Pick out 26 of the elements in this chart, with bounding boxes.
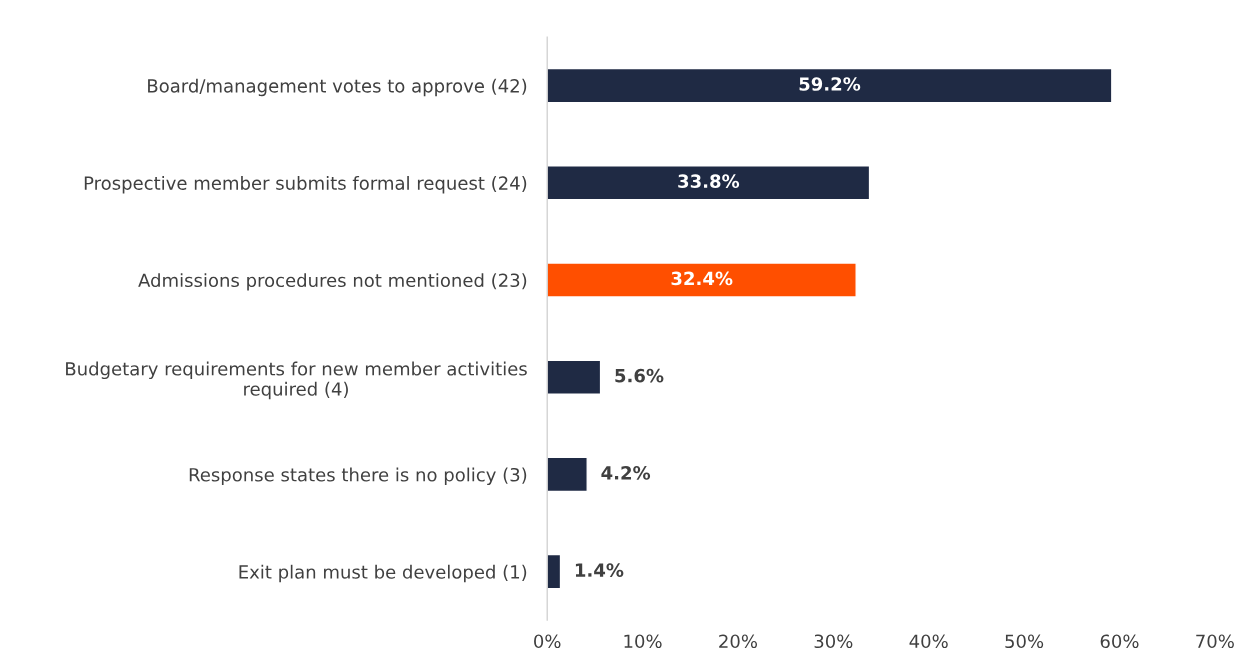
x-tick-label: 40% [909,634,948,649]
bar [547,262,857,298]
x-tick-label: 10% [624,634,662,649]
data-label: 33.8% [678,174,740,189]
y-tick-label: Response states there is no policy (3) [189,467,527,486]
bar [547,67,1113,104]
bar [547,553,562,590]
x-tick-label: 20% [719,634,758,649]
x-tick-label: 0% [534,634,561,649]
x-tick-label: 50% [1005,634,1044,649]
y-tick-label: Budgetary requirements for new member activities required (4) [66,361,527,400]
data-label: 1.4% [575,563,624,577]
bar [547,165,871,201]
bar [547,359,602,395]
x-tick-label: 30% [814,634,853,649]
data-label: 5.6% [615,368,664,383]
y-tick-label: Prospective member submits formal request (24) [84,175,527,194]
data-label: 32.4% [671,271,733,286]
bar [547,456,588,493]
y-tick-label: Board/management votes to approve (42) [148,78,527,97]
data-label: 59.2% [799,77,861,91]
x-tick-label: 60% [1100,634,1139,649]
y-tick-label: Exit plan must be developed (1) [239,564,527,583]
data-label: 4.2% [601,466,651,480]
x-tick-label: 70% [1196,634,1234,649]
y-tick-label: Admissions procedures not mentioned (23) [138,273,527,291]
